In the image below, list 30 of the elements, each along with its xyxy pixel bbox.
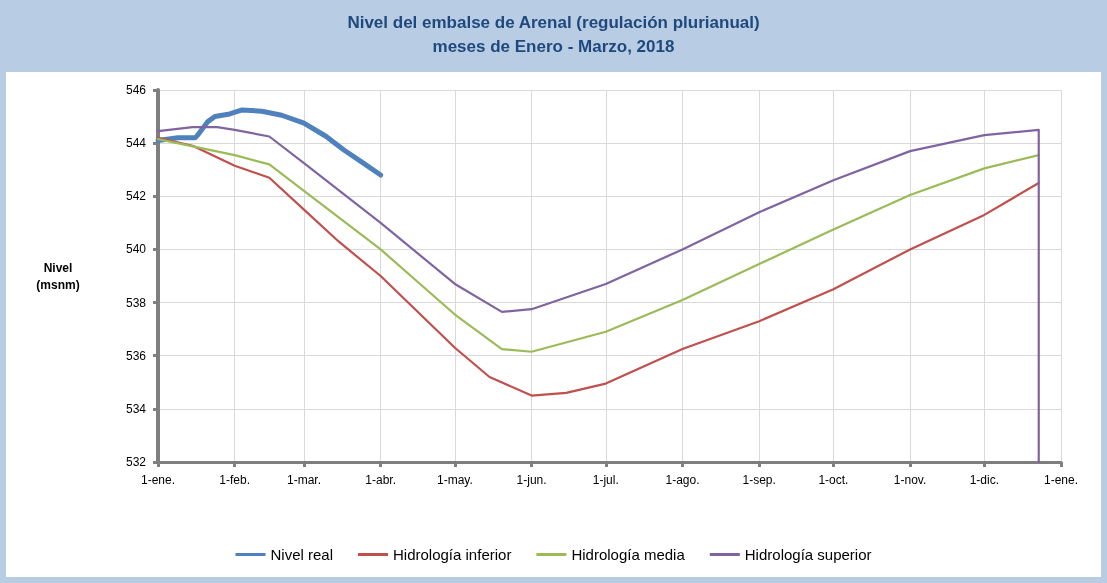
x-tick-label: 1-ene. [140, 473, 176, 487]
legend-label: Hidrología media [571, 546, 686, 563]
y-tick-label: 546 [125, 83, 147, 97]
y-tick-label: 534 [125, 401, 147, 416]
x-tick-label: 1-sep. [742, 473, 776, 487]
x-tick-label: 1-jun. [516, 473, 547, 487]
x-tick-label: 1-ago. [665, 473, 700, 487]
line-series [156, 126, 1040, 464]
legend-label: Hidrología inferior [393, 546, 512, 563]
y-axis-title: Nivel (msnm) [36, 260, 80, 292]
x-tick-label: 1-dic. [969, 473, 999, 487]
x-tick-label: 1-mar. [286, 473, 321, 487]
x-tick-label: 1-abr. [365, 473, 396, 487]
y-tick-label: 542 [125, 189, 147, 204]
y-tick-label: 540 [125, 242, 147, 257]
x-tick-label: 1-nov. [893, 473, 927, 487]
y-tick-label: 544 [125, 136, 147, 151]
legend-label: Hidrología superior [744, 546, 872, 563]
line-series [156, 136, 1040, 397]
x-tick-label: 1-ene. [1043, 473, 1079, 487]
chart-title: Nivel del embalse de Arenal (regulación plurianual) meses de Enero - Marzo, 2018 [346, 12, 761, 58]
legend-label: Nivel real [270, 546, 334, 563]
line-series [156, 138, 1040, 353]
x-tick-label: 1-feb. [219, 473, 251, 487]
x-tick-label: 1-jul. [592, 473, 619, 487]
y-tick-label: 536 [125, 348, 147, 363]
y-tick-label: 538 [125, 295, 147, 310]
x-tick-label: 1-oct. [818, 473, 849, 487]
x-tick-label: 1-may. [436, 473, 473, 487]
y-tick-label: 532 [125, 455, 147, 469]
